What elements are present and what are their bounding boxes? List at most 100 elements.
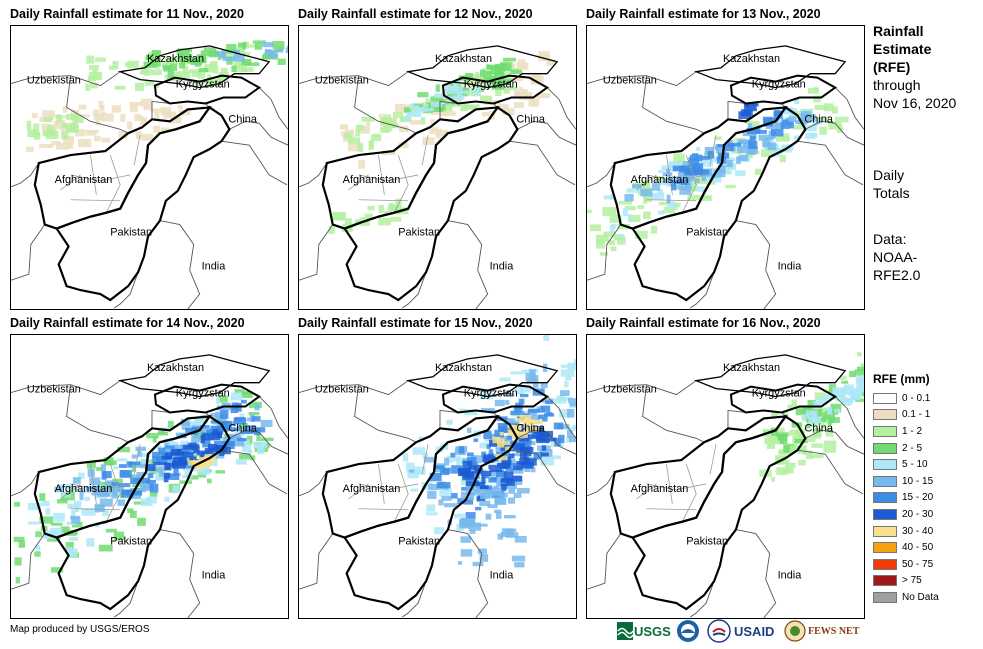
map-canvas: Kazakhstan Uzbekistan Kyrgyzstan China Afgha… <box>299 45 576 309</box>
country-label-uzbekistan: Uzbekistan <box>27 75 81 87</box>
legend-swatch <box>873 575 897 587</box>
rainfall-map: Kazakhstan Uzbekistan Kyrgyzstan China Afgha… <box>298 334 577 619</box>
legend-title: RFE (mm) <box>873 372 930 386</box>
rainfall-map: Kazakhstan Uzbekistan Kyrgyzstan China Afgha… <box>298 25 577 310</box>
side-data-source-2: RFE2.0 <box>873 267 921 283</box>
country-label-kyrgyzstan: Kyrgyzstan <box>752 388 806 400</box>
legend-label: 0 - 0.1 <box>902 392 931 404</box>
svg-text:USAID: USAID <box>734 624 774 639</box>
legend-label: 2 - 5 <box>902 442 923 454</box>
noaa-logo <box>677 620 699 642</box>
rainfall-map: Kazakhstan Uzbekistan Kyrgyzstan China Afgha… <box>10 25 289 310</box>
pakistan-border <box>342 105 519 302</box>
legend-swatch <box>873 475 897 487</box>
country-label-india: India <box>490 260 515 272</box>
country-label-uzbekistan: Uzbekistan <box>603 75 657 87</box>
country-label-china: China <box>804 422 833 434</box>
country-label-uzbekistan: Uzbekistan <box>315 75 369 87</box>
country-label-kazakhstan: Kazakhstan <box>435 53 492 65</box>
country-label-uzbekistan: Uzbekistan <box>315 384 369 396</box>
legend-swatch <box>873 508 897 520</box>
legend-item: > 75 <box>873 573 983 590</box>
rainfall-map: Kazakhstan Uzbekistan Kyrgyzstan China Afgha… <box>586 334 865 619</box>
country-label-india: India <box>490 569 515 581</box>
rainfall-field <box>402 335 576 568</box>
country-label-pakistan: Pakistan <box>110 227 152 239</box>
legend-swatch <box>873 442 897 454</box>
legend-label: 50 - 75 <box>902 558 934 570</box>
panel-title: Daily Rainfall estimate for 16 Nov., 202… <box>586 316 821 330</box>
country-label-kazakhstan: Kazakhstan <box>147 53 204 65</box>
panel-title: Daily Rainfall estimate for 14 Nov., 202… <box>10 316 245 330</box>
legend-label: 10 - 15 <box>902 475 934 487</box>
country-label-kyrgyzstan: Kyrgyzstan <box>464 388 518 400</box>
credit-text: Map produced by USGS/EROS <box>10 624 150 635</box>
legend-label: No Data <box>902 591 939 603</box>
country-label-afghanistan: Afghanistan <box>55 483 113 495</box>
legend-label: 20 - 30 <box>902 508 934 520</box>
legend-swatch <box>873 591 897 603</box>
side-title-line3: (RFE) <box>873 59 911 75</box>
legend-item: 15 - 20 <box>873 490 983 507</box>
country-label-china: China <box>516 422 545 434</box>
rainfall-field <box>26 40 288 152</box>
panel-title: Daily Rainfall estimate for 15 Nov., 202… <box>298 316 533 330</box>
country-label-afghanistan: Afghanistan <box>343 174 401 186</box>
country-label-kazakhstan: Kazakhstan <box>147 362 204 374</box>
side-data-source: NOAA- <box>873 249 918 265</box>
rainfall-field <box>328 51 556 234</box>
country-label-india: India <box>202 569 227 581</box>
legend-item: 2 - 5 <box>873 440 983 457</box>
legend-swatch <box>873 392 897 404</box>
pakistan-border <box>54 414 231 611</box>
country-label-pakistan: Pakistan <box>398 227 440 239</box>
country-label-china: China <box>228 422 257 434</box>
side-daily: Daily <box>873 167 905 183</box>
afghanistan-border <box>321 106 500 230</box>
country-label-pakistan: Pakistan <box>686 536 728 548</box>
svg-text:USGS: USGS <box>634 624 671 639</box>
legend-label: 40 - 50 <box>902 542 934 554</box>
legend-label: 1 - 2 <box>902 425 923 437</box>
legend-label: > 75 <box>902 575 922 587</box>
side-totals: Totals <box>873 185 910 201</box>
country-label-kazakhstan: Kazakhstan <box>723 362 780 374</box>
pakistan-border <box>54 105 231 302</box>
country-label-kyrgyzstan: Kyrgyzstan <box>752 79 806 91</box>
legend-label: 15 - 20 <box>902 492 934 504</box>
map-canvas: Kazakhstan Uzbekistan Kyrgyzstan China Afgha… <box>11 40 288 309</box>
country-label-india: India <box>202 260 227 272</box>
country-label-uzbekistan: Uzbekistan <box>27 384 81 396</box>
legend-item: 30 - 40 <box>873 523 983 540</box>
country-label-uzbekistan: Uzbekistan <box>603 384 657 396</box>
legend-item: 40 - 50 <box>873 539 983 556</box>
legend-swatch <box>873 558 897 570</box>
legend-swatch <box>873 425 897 437</box>
country-label-pakistan: Pakistan <box>686 227 728 239</box>
legend-swatch <box>873 525 897 537</box>
rainfall-map: Kazakhstan Uzbekistan Kyrgyzstan China Afgha… <box>586 25 865 310</box>
panel-title: Daily Rainfall estimate for 11 Nov., 202… <box>10 7 244 21</box>
fews-net-logo: FEWS NET <box>784 620 860 642</box>
rainfall-field <box>13 389 274 584</box>
legend-item: 5 - 10 <box>873 456 983 473</box>
legend-swatch <box>873 492 897 504</box>
map-canvas: Kazakhstan Uzbekistan Kyrgyzstan China Afgha… <box>587 352 864 618</box>
country-label-pakistan: Pakistan <box>398 536 440 548</box>
legend-swatch <box>873 542 897 554</box>
side-through: through <box>873 77 921 93</box>
country-label-kazakhstan: Kazakhstan <box>435 362 492 374</box>
svg-text:FEWS NET: FEWS NET <box>808 626 860 637</box>
agency-logos: USGS USAID FEWS NET <box>617 619 860 643</box>
country-label-kyrgyzstan: Kyrgyzstan <box>176 388 230 400</box>
map-canvas: Kazakhstan Uzbekistan Kyrgyzstan China Afgha… <box>587 45 864 309</box>
legend-item: 1 - 2 <box>873 423 983 440</box>
legend-swatch <box>873 409 897 421</box>
usgs-logo: USGS <box>617 622 671 640</box>
legend-label: 30 - 40 <box>902 525 934 537</box>
pakistan-border <box>630 414 807 611</box>
legend: RFE (mm) 0 - 0.1 0.1 - 1 1 - 2 2 - 5 5 - 10 1… <box>873 372 983 606</box>
usaid-logo: USAID <box>707 619 774 643</box>
country-label-china: China <box>804 113 833 125</box>
pakistan-border <box>630 105 807 302</box>
